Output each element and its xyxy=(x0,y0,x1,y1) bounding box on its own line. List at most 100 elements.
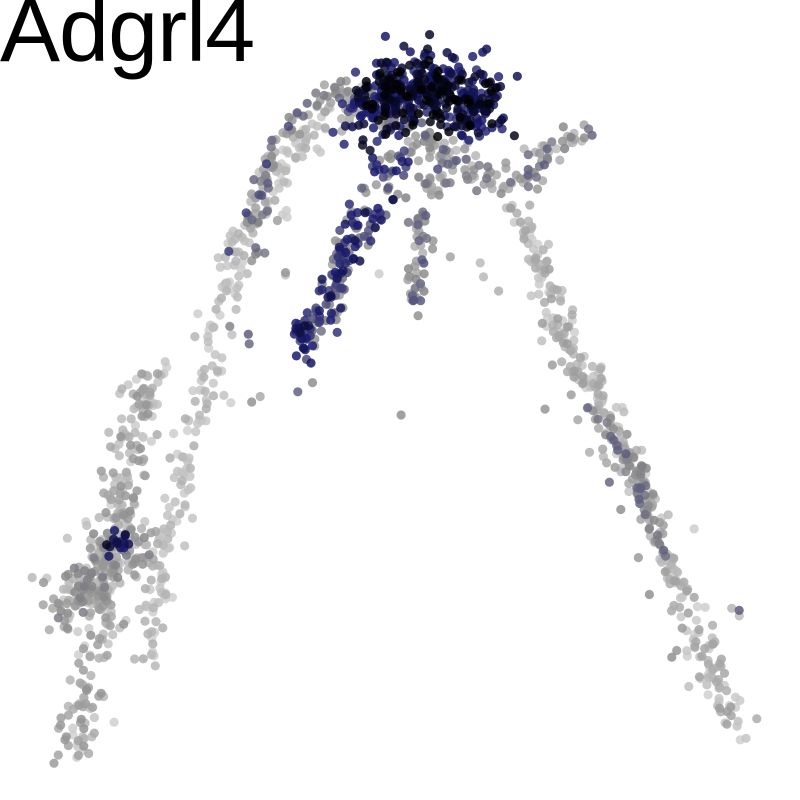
scatter-point xyxy=(180,541,190,551)
scatter-point xyxy=(124,539,134,549)
scatter-point xyxy=(339,139,349,149)
scatter-point xyxy=(741,733,751,743)
scatter-point xyxy=(544,264,554,274)
scatter-point xyxy=(451,156,461,166)
scatter-point xyxy=(81,699,91,709)
scatter-point xyxy=(142,540,152,550)
scatter-point xyxy=(82,520,92,531)
scatter-point xyxy=(116,432,126,442)
scatter-point xyxy=(471,151,481,161)
scatter-point xyxy=(355,256,365,266)
scatter-point xyxy=(604,477,615,487)
scatter-point xyxy=(616,504,626,515)
scatter-point xyxy=(722,706,732,717)
scatter-point xyxy=(378,172,388,182)
scatter-point xyxy=(120,491,131,501)
scatter-point xyxy=(143,409,153,419)
scatter-point xyxy=(714,703,725,713)
scatter-point xyxy=(343,86,353,96)
scatter-point xyxy=(690,642,700,653)
scatter-point xyxy=(279,177,289,187)
scatter-point xyxy=(551,144,561,154)
scatter-point xyxy=(396,410,406,420)
scatter-point xyxy=(405,47,415,57)
scatter-point xyxy=(53,750,63,760)
scatter-point xyxy=(428,244,438,254)
scatter-point xyxy=(621,467,631,477)
scatter-point xyxy=(102,540,112,550)
scatter-point xyxy=(157,574,167,584)
scatter-point xyxy=(300,137,311,147)
scatter-point xyxy=(405,103,415,113)
scatter-point xyxy=(247,397,257,407)
scatter-point xyxy=(94,512,104,523)
scatter-point xyxy=(231,304,241,314)
scatter-point xyxy=(140,584,150,594)
scatter-point xyxy=(420,179,430,189)
scatter-point xyxy=(573,415,583,425)
scatter-point xyxy=(537,336,547,346)
scatter-point xyxy=(185,463,195,473)
scatter-point xyxy=(312,121,322,131)
scatter-point xyxy=(190,396,200,406)
scatter-point xyxy=(533,273,544,283)
scatter-point xyxy=(598,444,608,454)
scatter-point xyxy=(226,398,236,408)
scatter-point xyxy=(552,285,562,295)
scatter-point xyxy=(79,581,90,591)
scatter-point xyxy=(371,180,381,190)
scatter-point xyxy=(704,672,714,682)
scatter-point xyxy=(380,90,390,100)
scatter-point xyxy=(262,206,272,216)
scatter-point xyxy=(86,630,96,640)
scatter-point xyxy=(682,646,692,656)
scatter-point xyxy=(358,140,368,150)
scatter-point xyxy=(419,269,429,279)
scatter-point xyxy=(199,364,210,374)
scatter-point xyxy=(38,577,49,588)
scatter-point xyxy=(547,137,557,147)
scatter-point xyxy=(336,76,346,87)
scatter-point xyxy=(570,327,580,337)
scatter-point xyxy=(255,391,265,402)
scatter-point xyxy=(553,314,563,324)
scatter-point xyxy=(396,86,406,96)
scatter-point xyxy=(152,369,163,379)
scatter-point xyxy=(87,581,97,592)
scatter-point xyxy=(165,453,175,463)
scatter-point xyxy=(579,133,589,143)
scatter-point xyxy=(108,468,118,478)
scatter-point xyxy=(60,571,71,582)
scatter-point xyxy=(575,353,586,363)
scatter-point xyxy=(99,488,109,498)
scatter-point xyxy=(302,98,312,108)
scatter-point xyxy=(413,311,423,321)
scatter-point xyxy=(461,154,471,164)
scatter-point xyxy=(138,559,148,569)
scatter-point xyxy=(643,501,654,511)
scatter-point xyxy=(200,386,210,396)
scatter-point xyxy=(332,327,342,337)
scatter-point xyxy=(593,380,603,390)
scatter-point xyxy=(56,720,66,730)
scatter-point xyxy=(582,403,593,413)
scatter-point xyxy=(267,135,277,145)
scatter-point xyxy=(401,127,411,138)
scatter-point xyxy=(447,52,457,62)
scatter-point xyxy=(648,489,658,499)
scatter-point xyxy=(292,108,302,118)
scatter-point xyxy=(722,686,732,696)
scatter-point xyxy=(566,346,576,356)
scatter-point xyxy=(76,714,86,724)
scatter-point xyxy=(512,71,522,81)
scatter-point xyxy=(73,750,83,761)
scatter-point xyxy=(194,410,205,420)
scatter-point xyxy=(446,69,456,79)
scatter-point xyxy=(148,639,158,649)
scatter-point xyxy=(515,174,525,184)
scatter-point xyxy=(542,153,552,163)
scatter-point xyxy=(602,418,612,428)
scatter-point xyxy=(722,719,732,729)
scatter-point xyxy=(170,497,180,507)
scatter-point xyxy=(425,117,435,127)
